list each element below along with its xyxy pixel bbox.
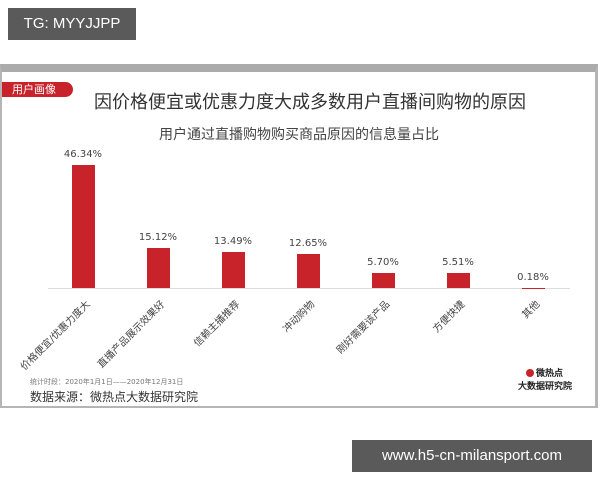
category-label: 信赖主播推荐 [192,299,243,350]
bar-value-label: 12.65% [288,238,328,250]
chart-title: 因价格便宜或优惠力度大成多数用户直播间购物的原因 [94,92,526,113]
category-label: 刚好需要该产品 [335,299,393,357]
category-label: 方便快捷 [431,299,468,336]
logo-line1: 微热点 [536,369,564,379]
chart-card: 用户画像 因价格便宜或优惠力度大成多数用户直播间购物的原因 用户通过直播购物购买… [0,64,598,408]
bar-value-label: 46.34% [63,149,103,160]
bar-value-label: 15.12% [138,231,178,243]
logo-line2: 大数据研究院 [518,382,573,392]
chart-subtitle: 用户通过直播购物购买商品原因的信息量占比 [159,127,439,143]
bar-chart: 46.34% 价格便宜/优惠力度大 15.12% 直播产品展示效果好 13.49% 信赖主… [2,72,596,408]
bar [372,272,395,288]
bar-value-label: 13.49% [213,236,253,248]
x-axis-baseline [48,288,570,289]
logo-flame-icon [526,368,534,377]
category-label: 价格便宜/优惠力度大 [18,299,93,373]
bar [222,252,245,288]
bar-value-label: 0.18% [517,271,549,283]
bar [297,254,320,288]
statistics-period: 统计时段：2020年1月1日——2020年12月31日 [30,378,184,386]
bar [72,165,95,288]
bar-value-label: 5.51% [442,257,474,269]
bar [447,273,470,288]
bar [147,247,170,288]
weiredian-logo: 微热点 大数据研究院 [518,366,584,392]
category-label: 冲动购物 [281,299,318,336]
category-label: 直播产品展示效果好 [95,299,168,371]
bar-value-label: 5.70% [367,256,399,268]
category-label: 其他 [520,299,543,321]
watermark-top: TG: MYYJJPP [8,8,136,40]
user-profile-badge: 用户画像 [2,82,73,97]
data-source: 数据来源：微热点大数据研究院 [30,390,199,404]
watermark-bottom: www.h5-cn-milansport.com [352,440,592,472]
